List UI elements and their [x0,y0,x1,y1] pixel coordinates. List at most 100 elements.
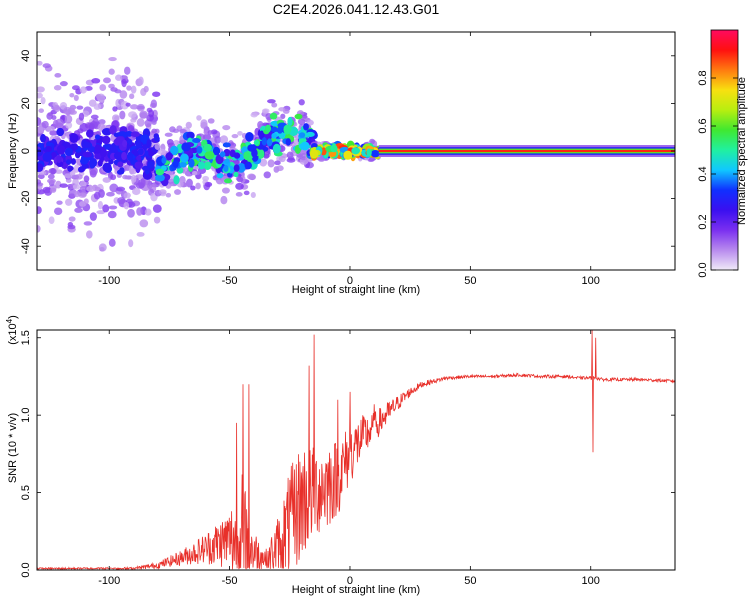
spectrogram-x-tick-label: 100 [582,275,600,287]
spectrogram-cell [233,164,240,172]
spectrogram-cell [46,125,55,132]
spectrogram-cell [144,208,152,216]
spectrogram-cell [109,183,119,193]
spectrogram-cell [169,126,176,133]
spectrogram-cell [125,102,131,107]
spectrogram-cell [99,84,107,91]
spectrogram-cell [285,133,292,140]
spectrogram-cell [37,60,43,66]
spectrogram-cell [113,151,124,160]
spectrogram-panel: -100 -50 0 50 100 -40 -20 0 20 40 Height of stra… [7,31,676,296]
spectrogram-cell [148,109,155,118]
spectrogram-cell [89,212,97,221]
spectrogram-cell [200,119,208,128]
spectrogram-cell [236,176,244,183]
spectrogram-cell [65,159,72,165]
colorbar-ticks: 0.0 0.2 0.4 0.6 0.8 [697,70,738,278]
spectrogram-cell [277,126,283,134]
spectrogram-cell [244,161,252,170]
spectrogram-cell [294,113,303,120]
spectrogram-cell [274,160,281,166]
spectrogram-cell [70,158,76,165]
spectrogram-cell [286,157,296,163]
spectrogram-cell [135,140,142,150]
spectrogram-cell [136,232,145,237]
colorbar-tick-label: 0.0 [697,262,709,277]
spectrogram-cell [56,127,65,137]
spectrogram-cell [243,190,250,196]
spectrogram-x-tick-label: 0 [347,275,353,287]
spectrogram-cell [77,128,84,134]
spectrogram-cell [67,165,74,171]
spectrogram-cell [235,182,244,190]
spectrogram-cell [197,161,205,170]
spectrogram-cell [153,216,161,224]
spectrogram-cell [271,102,278,108]
spectrogram-cell [219,151,226,158]
spectrogram-cell [263,171,271,179]
spectrogram-cell [222,142,231,148]
spectrogram-cell [37,206,42,214]
spectrogram-cell [283,124,292,135]
snr-x-tick-label: -50 [222,575,238,587]
spectrogram-cell [73,94,79,102]
spectrogram-cell [122,174,129,180]
spectrogram-cell [87,146,96,153]
spectrogram-cell [192,137,201,144]
colorbar-tick-label: 0.6 [697,118,709,133]
spectrogram-cell [54,104,60,113]
spectrogram-cell [112,106,118,112]
spectrogram-cell [108,159,114,165]
spectrogram-cell [155,168,165,176]
spectrogram-cell [259,158,268,167]
spectrogram-cell [115,74,123,81]
chart-title: C2E4.2026.041.12.43.G01 [273,1,440,17]
spectrogram-cell [245,131,254,142]
spectrogram-y-tick-label: -20 [20,191,32,207]
spectrogram-cell [298,99,305,106]
spectrogram-cell [93,103,102,110]
spectrogram-cell [130,131,140,138]
spectrogram-cell [130,104,139,110]
spectrogram-cell [152,91,161,97]
spectrogram-cell [37,126,44,134]
spectrogram-cell [81,163,89,169]
spectrogram-cell [97,201,104,210]
spectrogram-cell [233,152,241,159]
spectrogram-cell [251,148,258,158]
spectrogram-y-tick-label: 0 [20,148,32,154]
spectrogram-cell [56,154,62,164]
spectrogram-cell [40,97,46,105]
spectrogram-cell [123,192,131,199]
spectrogram-cell [37,179,42,185]
spectrogram-cell [185,121,192,129]
snr-scale-base: (x10 [7,323,19,344]
spectrogram-cell [46,141,52,148]
spectrogram-cell [301,114,308,119]
spectrogram-cell [126,85,132,91]
spectrogram-cell [141,144,148,151]
spectrogram-cell [270,126,278,133]
spectrogram-cell [203,130,210,135]
spectrogram-cell [103,77,112,84]
spectrogram-cell [343,150,353,160]
spectrogram-cell [220,195,228,205]
spectrogram-cell [102,135,111,145]
spectrogram-cell [191,170,198,176]
spectrogram-cell [303,123,309,131]
spectrogram-cell [56,145,66,155]
spectrogram-cell [224,178,233,184]
spectrogram-cell [56,200,63,205]
spectrogram-cell [90,114,99,120]
spectrogram-cell [128,165,135,175]
spectrogram-cell [196,115,202,121]
spectrogram-cell [82,141,91,149]
spectrogram-cell [121,151,127,161]
spectrogram-cell [38,108,44,113]
colorbar: 0.0 0.2 0.4 0.6 0.8 Normalized spectral ampl… [697,29,748,278]
spectrogram-cell [222,124,231,131]
spectrogram-cell [48,168,57,175]
spectrogram-cell [116,186,126,192]
spectrogram-cell [78,192,87,198]
spectrogram-cell [207,130,214,135]
